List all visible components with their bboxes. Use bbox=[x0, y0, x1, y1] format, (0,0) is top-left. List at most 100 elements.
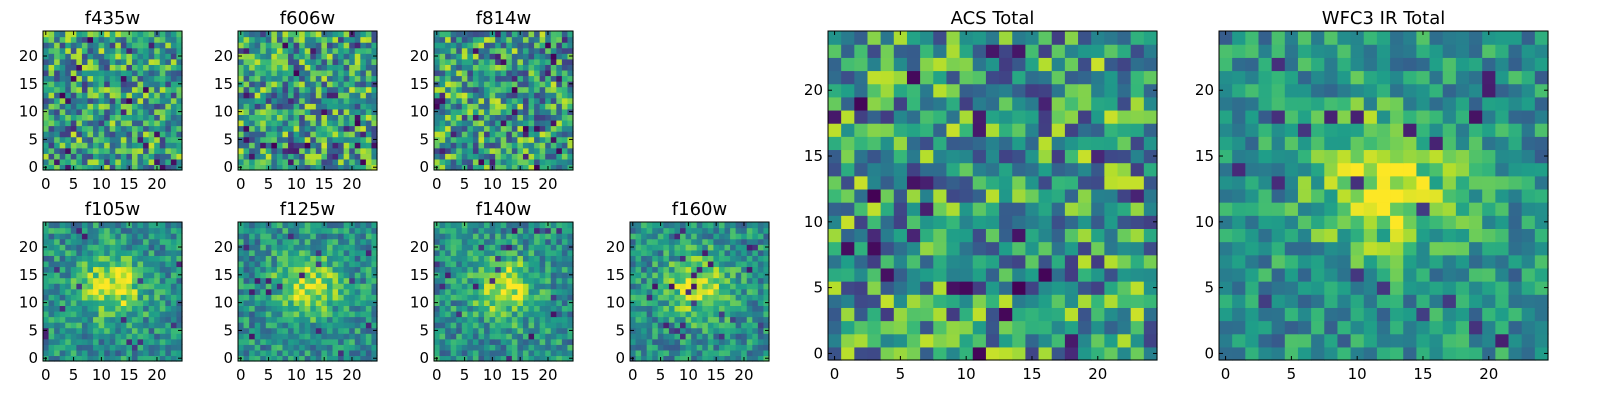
pixel-cell bbox=[81, 53, 89, 60]
pixel-cell bbox=[461, 131, 468, 138]
pixel-cell bbox=[148, 42, 155, 49]
pixel-cell bbox=[528, 260, 535, 268]
pixel-cell bbox=[93, 299, 100, 306]
pixel-cell bbox=[98, 142, 105, 149]
pixel-cell bbox=[343, 153, 350, 160]
pixel-cell bbox=[143, 283, 150, 290]
pixel-cell bbox=[271, 142, 278, 149]
pixel-cell bbox=[176, 36, 183, 43]
pixel-cell bbox=[249, 64, 256, 71]
pixel-cell bbox=[321, 153, 328, 160]
pixel-cell bbox=[260, 338, 267, 345]
pixel-cell bbox=[534, 327, 541, 334]
pixel-cell bbox=[550, 316, 557, 323]
pixel-cell bbox=[238, 249, 245, 256]
pixel-cell bbox=[365, 119, 373, 127]
pixel-cell bbox=[148, 81, 155, 88]
pixel-cell bbox=[65, 108, 72, 115]
y-tick-label: 0 bbox=[223, 349, 233, 367]
pixel-cell bbox=[326, 142, 334, 149]
pixel-cell bbox=[730, 349, 737, 357]
pixel-cell bbox=[1012, 294, 1026, 308]
pixel-cell bbox=[170, 36, 178, 43]
pixel-cell bbox=[641, 338, 648, 345]
pixel-cell bbox=[478, 255, 485, 262]
pixel-cell bbox=[707, 255, 714, 262]
pixel-cell bbox=[467, 266, 474, 273]
pixel-cell bbox=[98, 97, 105, 104]
pixel-cell bbox=[265, 75, 272, 82]
pixel-cell bbox=[1091, 267, 1105, 282]
pixel-cell bbox=[109, 344, 116, 351]
pixel-cell bbox=[265, 260, 272, 268]
pixel-cell bbox=[880, 307, 895, 322]
pixel-cell bbox=[87, 322, 94, 329]
pixel-cell bbox=[707, 299, 714, 306]
pixel-cell bbox=[81, 147, 89, 154]
pixel-cell bbox=[288, 53, 295, 60]
pixel-cell bbox=[170, 119, 178, 127]
pixel-cell bbox=[98, 238, 105, 245]
pixel-cell bbox=[321, 338, 328, 345]
pixel-cell bbox=[663, 322, 670, 329]
pixel-cell bbox=[735, 333, 742, 340]
pixel-cell bbox=[137, 31, 144, 38]
pixel-cell bbox=[131, 272, 139, 279]
pixel-cell bbox=[478, 75, 485, 82]
pixel-cell bbox=[299, 69, 306, 77]
pixel-cell bbox=[115, 75, 122, 82]
pixel-cell bbox=[304, 69, 311, 77]
pixel-cell bbox=[276, 69, 284, 77]
pixel-cell bbox=[249, 114, 256, 121]
pixel-cell bbox=[545, 69, 552, 77]
pixel-cell bbox=[445, 108, 452, 115]
pixel-cell bbox=[293, 260, 300, 268]
pixel-cell bbox=[176, 131, 183, 138]
pixel-cell bbox=[959, 175, 974, 190]
pixel-cell bbox=[87, 92, 94, 99]
pixel-cell bbox=[249, 288, 256, 295]
pixel-cell bbox=[43, 114, 50, 121]
pixel-cell bbox=[254, 249, 261, 256]
pixel-cell bbox=[1117, 281, 1132, 295]
pixel-cell bbox=[98, 147, 105, 154]
pixel-cell bbox=[238, 47, 245, 54]
pixel-cell bbox=[522, 103, 530, 110]
pixel-cell bbox=[539, 266, 546, 273]
pixel-cell bbox=[48, 299, 55, 306]
pixel-cell bbox=[65, 158, 72, 166]
pixel-cell bbox=[478, 316, 485, 323]
pixel-cell bbox=[517, 81, 524, 88]
pixel-cell bbox=[288, 272, 295, 279]
pixel-cell bbox=[288, 249, 295, 256]
pixel-cell bbox=[663, 283, 670, 290]
pixel-cell bbox=[972, 281, 987, 295]
pixel-cell bbox=[718, 272, 726, 279]
pixel-cell bbox=[148, 142, 155, 149]
pixel-cell bbox=[131, 222, 139, 229]
pixel-cell bbox=[511, 260, 518, 268]
pixel-cell bbox=[467, 316, 474, 323]
x-tick-label: 10 bbox=[287, 175, 306, 193]
pixel-cell bbox=[365, 294, 373, 301]
pixel-cell bbox=[730, 255, 737, 262]
pixel-cell bbox=[467, 36, 474, 43]
pixel-cell bbox=[456, 277, 463, 284]
pixel-cell bbox=[371, 316, 378, 323]
pixel-cell bbox=[115, 47, 122, 54]
pixel-cell bbox=[276, 92, 284, 99]
pixel-cell bbox=[461, 310, 468, 318]
pixel-cell bbox=[115, 69, 122, 77]
pixel-cell bbox=[243, 42, 250, 49]
pixel-cell bbox=[746, 238, 753, 245]
pixel-cell bbox=[354, 310, 361, 318]
pixel-cell bbox=[528, 75, 535, 82]
pixel-cell bbox=[461, 260, 468, 268]
pixel-cell bbox=[282, 108, 289, 115]
pixel-cell bbox=[154, 338, 161, 345]
pixel-cell bbox=[456, 64, 463, 71]
pixel-cell bbox=[456, 164, 463, 171]
pixel-cell bbox=[652, 305, 659, 312]
pixel-cell bbox=[685, 310, 692, 318]
pixel-cell bbox=[154, 97, 161, 104]
